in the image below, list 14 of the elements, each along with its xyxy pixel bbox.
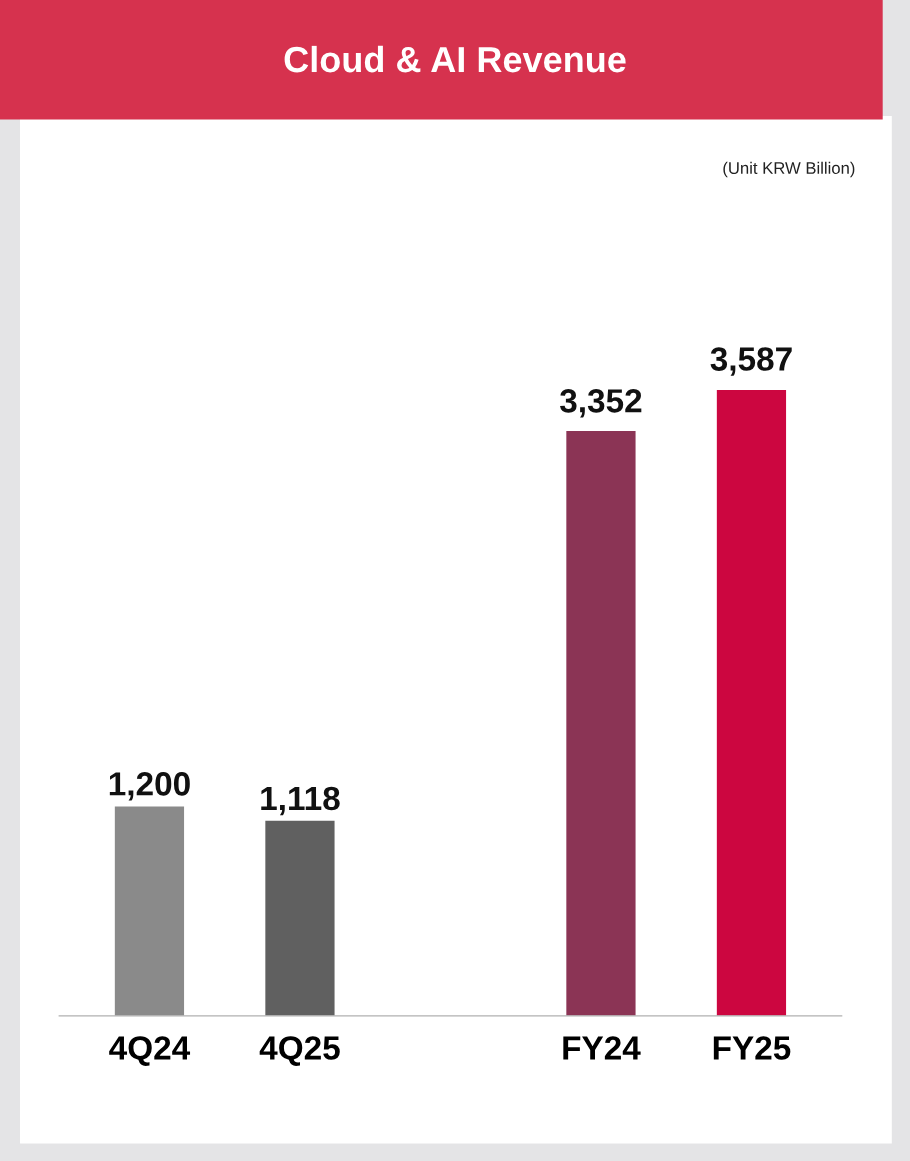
data-label: 3,352 bbox=[560, 389, 642, 418]
x-tick-label: FY24 bbox=[563, 1036, 641, 1060]
bar bbox=[265, 820, 335, 1016]
text: (Unit KRW Billion) bbox=[723, 161, 855, 178]
bar bbox=[566, 430, 636, 1016]
x-tick-label: 4Q24 bbox=[109, 1036, 191, 1067]
data-label: 1,200 bbox=[109, 772, 190, 801]
data-label: 3,587 bbox=[710, 347, 792, 376]
x-tick-label: FY25 bbox=[713, 1036, 791, 1060]
chart-title: Cloud & AI Revenue bbox=[284, 45, 626, 73]
bar bbox=[716, 389, 787, 1016]
data-label: 1,118 bbox=[261, 786, 340, 816]
x-tick-label: 4Q25 bbox=[259, 1036, 340, 1067]
bar bbox=[114, 806, 185, 1016]
